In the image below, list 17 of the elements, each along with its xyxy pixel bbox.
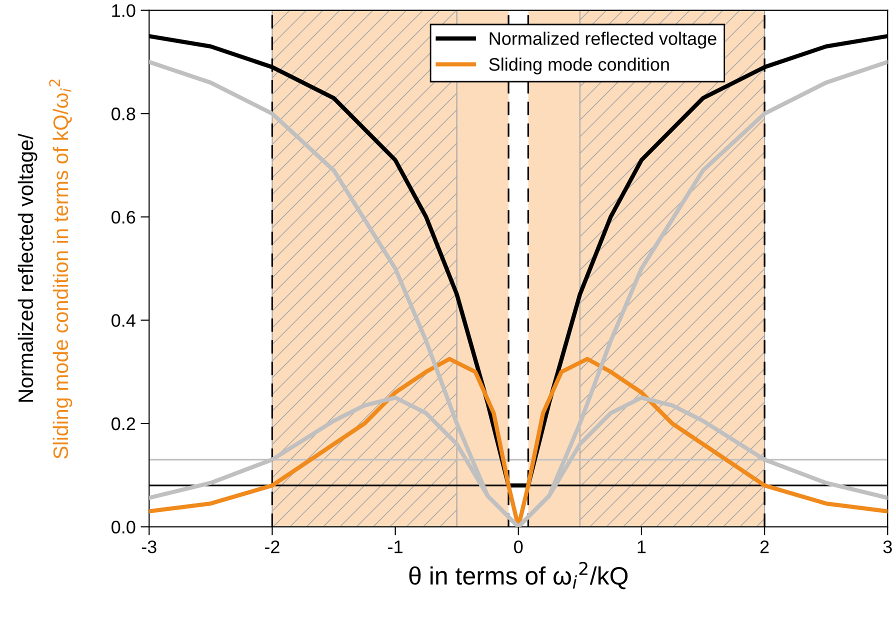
x-tick-label: 0 bbox=[514, 540, 523, 554]
x-tick-label: 2 bbox=[760, 540, 769, 554]
y-axis-title: Normalized reflected voltage/ Sliding mode condition in terms of kQ/ω$_{i}$$^{2}$ bbox=[18, 80, 72, 459]
x-tick-label: 1 bbox=[638, 540, 646, 554]
y-tick-label: 0.8 bbox=[112, 108, 136, 120]
legend-label: Sliding mode condition bbox=[489, 58, 669, 74]
x-tick-label: -1 bbox=[388, 540, 402, 554]
y-tick-label: 0.6 bbox=[112, 210, 136, 224]
y-tick-label: 0.4 bbox=[112, 314, 136, 327]
y-tick-label: 1.0 bbox=[112, 4, 136, 18]
x-tick-label: -3 bbox=[142, 540, 156, 554]
y-tick-label: 0.0 bbox=[112, 520, 136, 534]
x-tick-label: 3 bbox=[883, 540, 892, 554]
x-tick-label: -2 bbox=[264, 540, 280, 554]
y-tick-label: 0.2 bbox=[112, 417, 136, 430]
x-axis-title: θ in terms of ω$_{i}$$^{2}$/kQ bbox=[409, 562, 628, 590]
legend-label: Normalized reflected voltage bbox=[490, 32, 716, 49]
